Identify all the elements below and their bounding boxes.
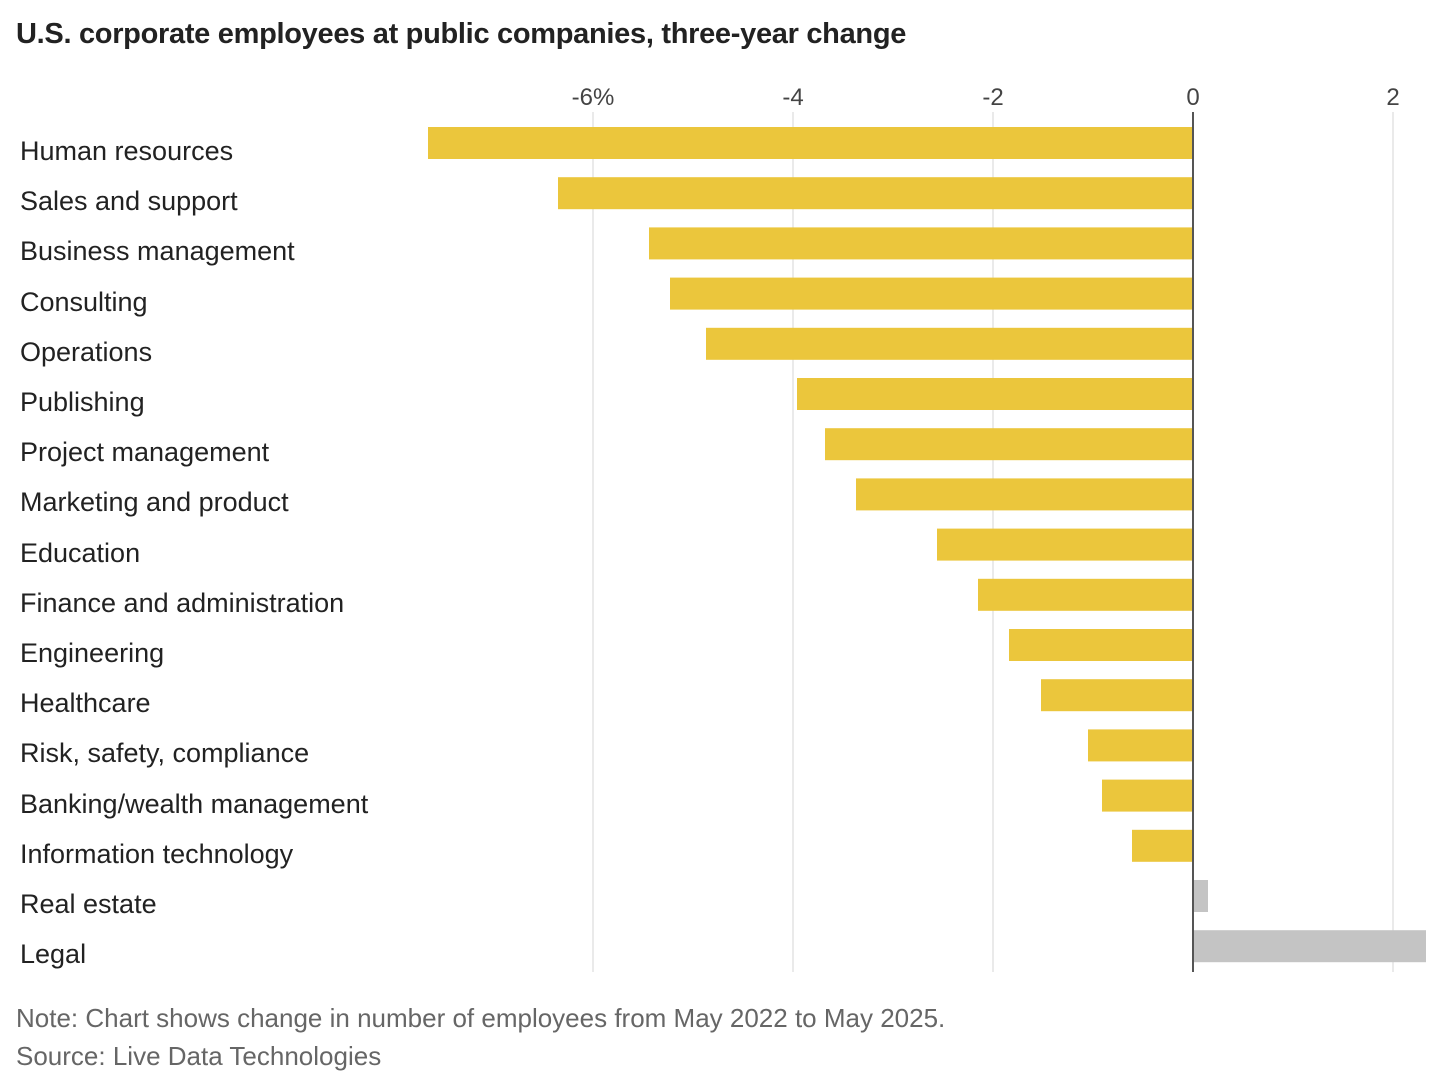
tick-label: 2 <box>1386 84 1400 111</box>
tick-label: -4 <box>782 84 804 111</box>
bar-education <box>937 528 1193 561</box>
chart-title: U.S. corporate employees at public compa… <box>16 18 907 50</box>
bar-sales-and-support <box>558 177 1193 210</box>
bar-marketing-and-product <box>856 478 1193 511</box>
tick-label: 0 <box>1186 84 1200 111</box>
category-label: Business management <box>20 236 295 267</box>
bar-legal <box>1193 930 1426 963</box>
category-label: Operations <box>20 336 153 367</box>
category-label: Human resources <box>20 136 234 166</box>
bar-finance-and-administration <box>978 578 1193 611</box>
category-label: Sales and support <box>20 186 238 217</box>
bar-banking-wealth-management <box>1102 779 1193 812</box>
category-label: Legal <box>20 939 87 970</box>
chart-source: Source: Live Data Technologies <box>16 1041 382 1071</box>
bar-project-management <box>825 428 1193 461</box>
bar-engineering <box>1009 629 1193 661</box>
tick-label: -6% <box>571 84 615 111</box>
category-label: Information technology <box>20 838 294 869</box>
category-label: Publishing <box>20 387 145 417</box>
category-label: Real estate <box>20 889 157 919</box>
bar-healthcare <box>1041 679 1193 712</box>
bar-business-management <box>649 227 1193 260</box>
bar-publishing <box>797 378 1193 410</box>
category-label: Healthcare <box>20 688 151 719</box>
bar-operations <box>706 327 1193 360</box>
bar-consulting <box>670 277 1193 310</box>
category-label: Risk, safety, compliance <box>20 738 310 769</box>
category-label: Finance and administration <box>20 587 345 618</box>
category-label: Engineering <box>20 638 165 668</box>
bar-human-resources <box>428 127 1193 159</box>
tick-label: -2 <box>982 84 1004 111</box>
category-label: Project management <box>20 437 270 468</box>
bar-real-estate <box>1193 880 1208 912</box>
category-label: Banking/wealth management <box>20 788 369 819</box>
bar-risk-safety-compliance <box>1088 729 1193 762</box>
category-label: Education <box>20 537 141 568</box>
bar-information-technology <box>1132 829 1193 862</box>
chart-note: Note: Chart shows change in number of em… <box>16 1003 946 1033</box>
category-label: Consulting <box>20 286 148 317</box>
category-label: Marketing and product <box>20 487 289 518</box>
